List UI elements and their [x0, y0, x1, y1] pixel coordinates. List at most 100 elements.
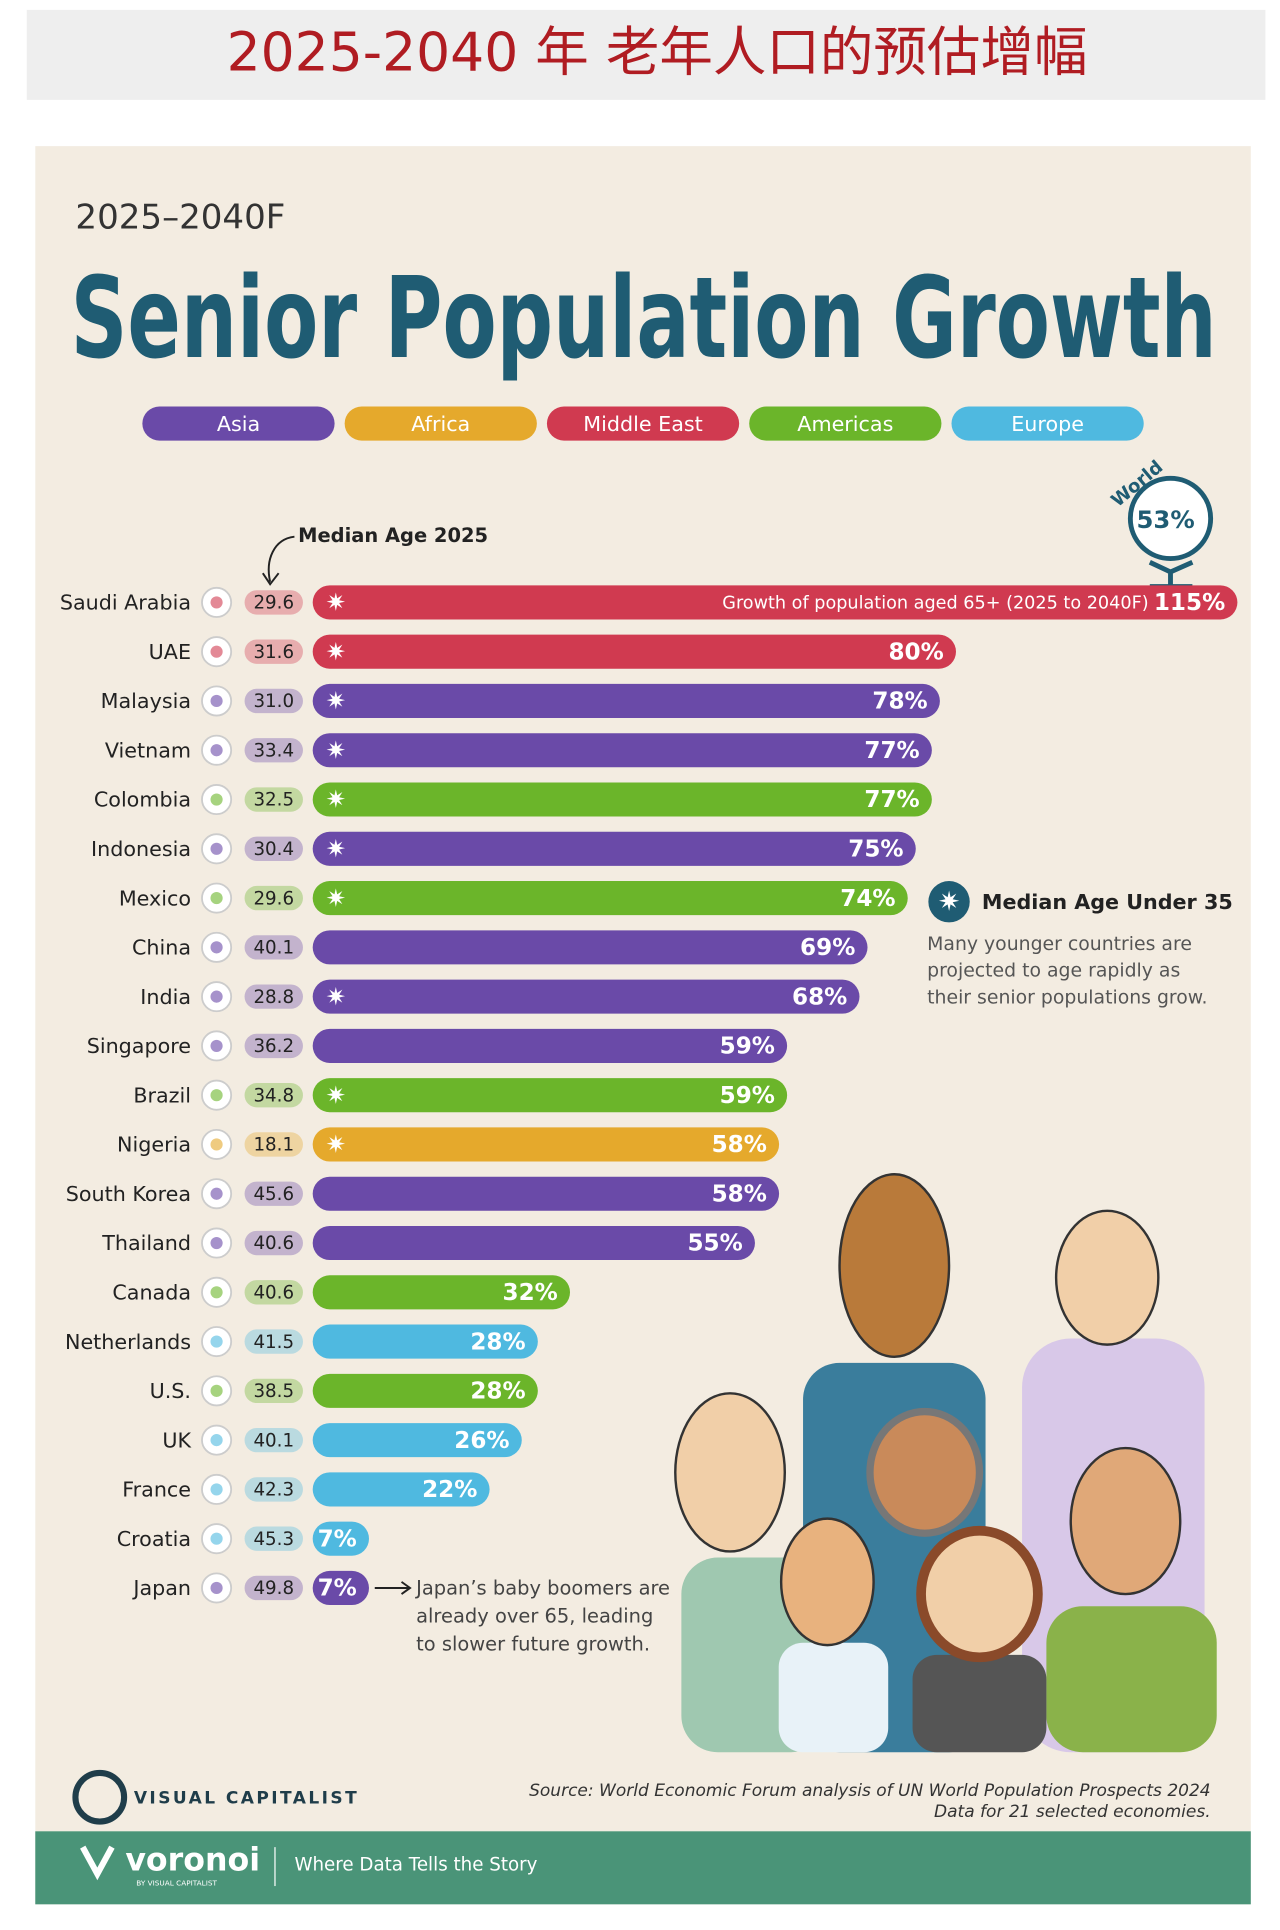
legend-label: Europe — [1011, 412, 1084, 436]
bar — [312, 1275, 571, 1310]
bar — [312, 831, 916, 866]
japan-note: Japan’s baby boomers are already over 65… — [374, 1577, 670, 1656]
bar-annotation: Growth of population aged 65+ (2025 to 2… — [722, 594, 1148, 614]
note-icon — [928, 881, 970, 923]
median-badge — [244, 1132, 303, 1157]
flag-dot — [210, 1532, 223, 1545]
voronoi-sub: BY VISUAL CAPITALIST — [136, 1879, 217, 1888]
footer-band — [35, 1831, 1251, 1905]
japan-arrow — [374, 1581, 412, 1595]
flag-dot — [210, 842, 223, 855]
country-label: UK — [162, 1428, 191, 1452]
bar — [312, 782, 932, 817]
flag-dot — [210, 1384, 223, 1397]
person-head — [674, 1392, 787, 1553]
flag-dot — [210, 1138, 223, 1151]
value-label: 28% — [470, 1329, 525, 1355]
legend-swatch — [951, 406, 1144, 441]
median-badge — [244, 1230, 303, 1256]
source: Source: World Economic Forum analysis of… — [529, 1781, 1211, 1801]
world-value: 53% — [1137, 505, 1195, 534]
median-age: 36.2 — [253, 1036, 294, 1057]
median-badge — [244, 1280, 303, 1305]
star-icon: ✷ — [326, 588, 346, 617]
legend-swatch — [546, 406, 740, 441]
bar — [312, 1521, 369, 1556]
flag-dot — [210, 1581, 223, 1595]
star-icon: ✷ — [326, 883, 346, 912]
median-age-arrow — [262, 535, 295, 586]
country-label: Colombia — [94, 788, 191, 812]
flag-dot — [210, 1434, 223, 1447]
star-icon: ✷ — [326, 1130, 346, 1159]
median-badge — [244, 885, 303, 911]
bar — [312, 881, 908, 916]
bar — [312, 683, 940, 719]
value-label: 28% — [470, 1379, 525, 1405]
header-band — [26, 9, 1266, 100]
value-label: 7% — [318, 1526, 357, 1552]
chart-title: Senior Population Growth — [71, 254, 1217, 384]
flag-dot — [210, 1483, 223, 1496]
country-label: India — [140, 985, 191, 1009]
flag-dot — [210, 1286, 223, 1299]
note-star: ✷ — [938, 886, 960, 917]
star-icon: ✷ — [326, 982, 346, 1011]
legend-label: Middle East — [583, 412, 702, 436]
country-label: Croatia — [117, 1527, 191, 1551]
median-age: 38.5 — [253, 1381, 294, 1402]
legend: Asia Africa Middle East Americas Europe — [142, 406, 1144, 441]
median-age: 28.8 — [253, 987, 294, 1008]
value-label: 68% — [792, 984, 847, 1010]
country-label: Vietnam — [105, 738, 191, 762]
median-age: 31.6 — [253, 642, 294, 663]
bar — [312, 1472, 490, 1507]
voronoi-icon — [80, 1845, 115, 1881]
flag-dot — [210, 1187, 223, 1200]
median-badge — [244, 836, 303, 861]
country-label: Mexico — [119, 886, 191, 910]
value-label: 58% — [712, 1181, 767, 1207]
value-label: 32% — [503, 1280, 558, 1306]
person-head — [838, 1173, 951, 1359]
median-age: 45.6 — [253, 1184, 294, 1205]
median-age: 42.3 — [253, 1480, 294, 1501]
bar — [312, 1423, 522, 1458]
median-age: 33.4 — [253, 740, 294, 761]
bar — [312, 1127, 780, 1162]
median-badge — [244, 1181, 303, 1206]
value-label: 59% — [720, 1083, 775, 1109]
median-age: 29.6 — [253, 593, 294, 614]
flag-dot — [210, 645, 223, 658]
value-label: 77% — [864, 738, 919, 764]
country-label: UAE — [149, 640, 191, 664]
median-badge — [244, 935, 303, 960]
value-label: 74% — [840, 886, 895, 912]
flag-dot — [210, 1039, 223, 1052]
value-label: 55% — [687, 1231, 742, 1257]
median-badge — [244, 1329, 303, 1354]
country-label: Japan — [131, 1576, 191, 1600]
person-head — [916, 1525, 1043, 1663]
median-badge — [244, 688, 303, 714]
value-label: 7% — [318, 1576, 357, 1602]
median-age: 18.1 — [253, 1135, 294, 1156]
value-label: 115% — [1154, 590, 1225, 616]
median-age: 30.4 — [253, 839, 294, 860]
bar — [312, 1225, 755, 1261]
vc-logo: VISUAL CAPITALIST — [72, 1769, 357, 1825]
median-badge — [244, 738, 303, 763]
value-label: 77% — [864, 787, 919, 813]
value-label: 78% — [872, 689, 927, 715]
legend-swatch — [142, 406, 335, 441]
value-label: 75% — [848, 837, 903, 863]
note-title: Median Age Under 35 — [982, 890, 1233, 914]
bar — [312, 1078, 788, 1113]
bar — [312, 1176, 780, 1211]
bar — [312, 979, 860, 1014]
country-label: Indonesia — [91, 837, 191, 861]
country-label: Singapore — [87, 1034, 191, 1058]
median-age: 29.6 — [253, 888, 294, 909]
person-body — [778, 1642, 889, 1753]
